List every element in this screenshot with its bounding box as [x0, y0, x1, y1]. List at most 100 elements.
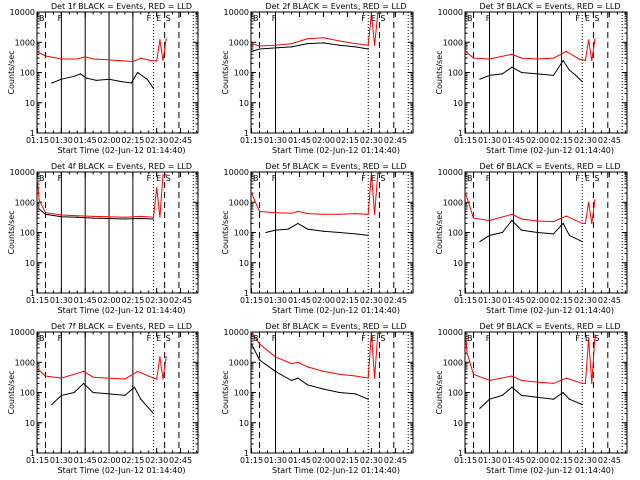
x-tick-label: 01:30 — [264, 456, 287, 465]
data-point-lld — [124, 378, 126, 380]
x-tick-label: 02:15 — [121, 296, 144, 305]
y-tick-label: 10000 — [224, 168, 249, 177]
series-line-lld — [37, 174, 167, 218]
data-point-lld — [377, 332, 379, 334]
x-tick-label: 02:45 — [169, 456, 192, 465]
data-point-lld — [36, 180, 39, 182]
data-point-events — [511, 386, 513, 388]
data-point-events — [501, 231, 503, 234]
data-point-lld — [290, 212, 293, 214]
x-tick-label: 01:15 — [454, 456, 477, 465]
data-point-lld — [306, 366, 309, 368]
x-tick-label: 01:30 — [478, 456, 501, 465]
data-point-lld — [488, 219, 491, 222]
data-point-lld — [60, 214, 63, 216]
x-axis-label: Start Time (02-Jun-12 01:14:40) — [272, 306, 400, 315]
x-axis-label: Start Time (02-Jun-12 01:14:40) — [58, 146, 186, 155]
event-letter-f: F — [272, 334, 277, 343]
data-point-events — [581, 241, 583, 243]
data-point-events — [130, 82, 132, 84]
x-tick-label: 02:00 — [97, 296, 120, 305]
event-letter-s: S — [380, 14, 385, 23]
x-tick-label: 01:15 — [454, 136, 477, 145]
data-point-events — [60, 394, 63, 396]
x-tick-label: 02:30 — [145, 456, 168, 465]
x-tick-label: 01:15 — [26, 136, 49, 145]
series-line-events — [265, 222, 369, 236]
x-axis-label: Start Time (02-Jun-12 01:14:40) — [58, 306, 186, 315]
data-point-events — [501, 73, 503, 75]
x-tick-label: 01:30 — [478, 296, 501, 305]
data-point-lld — [520, 218, 523, 220]
x-axis-label: Start Time (02-Jun-12 01:14:40) — [272, 146, 400, 155]
y-tick-label: 1000 — [229, 198, 249, 207]
x-tick-label: 02:00 — [526, 456, 549, 465]
data-point-lld — [511, 375, 513, 377]
data-point-lld — [290, 43, 293, 45]
event-letter-f: F — [272, 174, 277, 183]
y-tick-label: 1000 — [15, 38, 35, 47]
data-point-events — [250, 50, 253, 53]
data-point-lld — [156, 187, 158, 189]
y-tick-label: 10 — [239, 259, 249, 268]
data-point-lld — [36, 368, 39, 370]
x-tick-label: 02:30 — [360, 296, 383, 305]
data-point-events — [562, 391, 564, 394]
y-tick-label: 1000 — [229, 358, 249, 367]
y-axis-label: Counts/sec — [435, 210, 444, 254]
series-line-events — [51, 71, 154, 89]
x-tick-label: 02:30 — [360, 456, 383, 465]
data-point-events — [322, 42, 325, 44]
data-point-events — [367, 234, 369, 236]
y-axis-label: Counts/sec — [7, 210, 16, 254]
y-tick-label: 10 — [25, 99, 35, 108]
y-axis-label: Counts/sec — [221, 370, 230, 414]
data-point-lld — [322, 37, 325, 39]
x-tick-label: 02:00 — [312, 296, 335, 305]
data-point-lld — [306, 213, 309, 215]
data-point-events — [258, 48, 261, 50]
data-point-events — [297, 222, 299, 224]
data-point-lld — [367, 44, 369, 46]
data-point-events — [306, 228, 309, 230]
data-point-lld — [274, 212, 277, 214]
x-tick-label: 01:30 — [50, 456, 73, 465]
data-point-events — [367, 48, 369, 50]
x-tick-label: 02:00 — [312, 136, 335, 145]
event-letter-f: F — [361, 174, 366, 183]
data-point-events — [108, 78, 110, 80]
data-point-lld — [552, 57, 555, 59]
series-line-events — [51, 382, 154, 414]
y-tick-label: 1000 — [229, 38, 249, 47]
data-point-lld — [354, 43, 356, 45]
data-point-events — [338, 391, 341, 394]
panel-det-5: Det 5f BLACK = Events, RED = LLD 1 10 100 10… — [221, 162, 414, 315]
x-tick-label: 02:00 — [97, 136, 120, 145]
x-tick-label: 02:30 — [574, 296, 597, 305]
y-tick-label: 100 — [448, 389, 463, 398]
event-letter-f: F — [361, 334, 366, 343]
data-point-lld — [584, 222, 587, 224]
event-letter-e: E — [156, 174, 161, 183]
data-point-events — [152, 218, 155, 220]
panel-title: Det 2f BLACK = Events, RED = LLD — [265, 2, 406, 11]
event-letter-e: E — [156, 334, 161, 343]
data-point-events — [488, 74, 491, 76]
x-tick-label: 01:45 — [74, 456, 97, 465]
data-point-lld — [552, 382, 555, 384]
data-point-events — [520, 394, 523, 396]
x-tick-label: 02:30 — [145, 136, 168, 145]
y-tick-label: 10 — [453, 99, 463, 108]
data-point-events — [44, 213, 47, 215]
x-tick-label: 02:15 — [336, 456, 359, 465]
panel-title: Det 1f BLACK = Events, RED = LLD — [51, 2, 192, 11]
data-point-events — [479, 78, 481, 80]
y-axis-label: Counts/sec — [7, 370, 16, 414]
x-tick-label: 02:00 — [97, 456, 120, 465]
data-point-events — [568, 69, 571, 71]
data-point-lld — [44, 55, 47, 57]
data-point-lld — [76, 215, 78, 217]
event-letter-f: F — [361, 14, 366, 23]
data-point-lld — [250, 331, 253, 333]
data-point-lld — [354, 213, 356, 215]
